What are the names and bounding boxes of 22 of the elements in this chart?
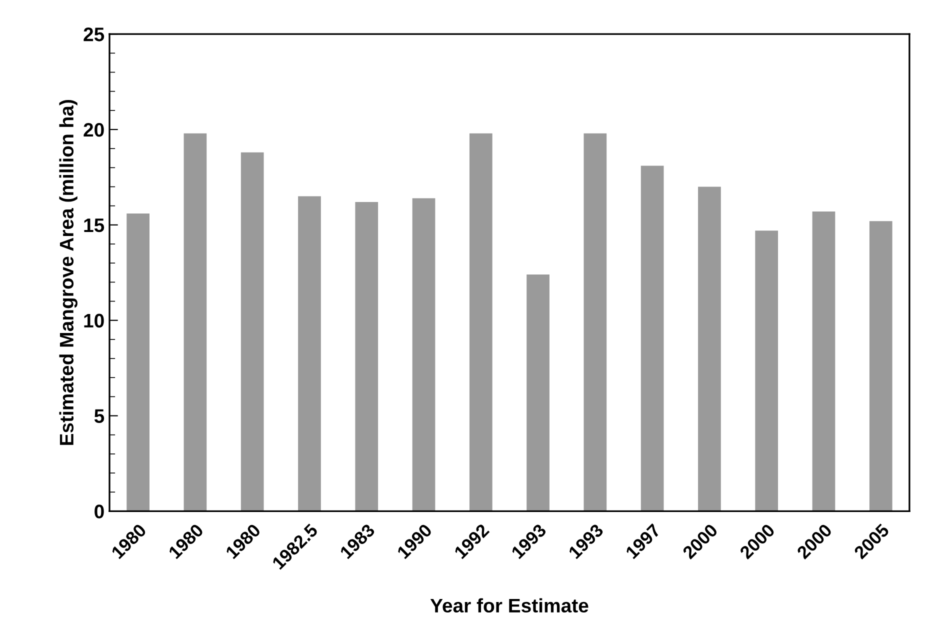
bar (584, 133, 607, 512)
bar (640, 166, 664, 512)
x-axis-title: Year for Estimate (430, 598, 588, 613)
bar (355, 202, 378, 512)
bar (812, 212, 836, 512)
bar (869, 221, 892, 512)
bar (184, 133, 207, 512)
y-tick-label: 15 (84, 218, 104, 232)
bar (755, 230, 778, 512)
y-tick-label: 25 (84, 28, 104, 42)
y-axis-title: Estimated Mangrove Area (million ha) (59, 100, 78, 445)
bar (469, 133, 492, 512)
bar (698, 186, 721, 512)
bar (526, 274, 550, 512)
bar (240, 152, 264, 512)
bar (298, 196, 321, 512)
bar (412, 198, 436, 512)
y-tick-label: 10 (84, 314, 104, 328)
y-tick-label: 0 (94, 504, 104, 518)
y-tick-label: 20 (84, 122, 104, 137)
y-tick-label: 5 (94, 409, 104, 423)
bar (126, 213, 150, 512)
